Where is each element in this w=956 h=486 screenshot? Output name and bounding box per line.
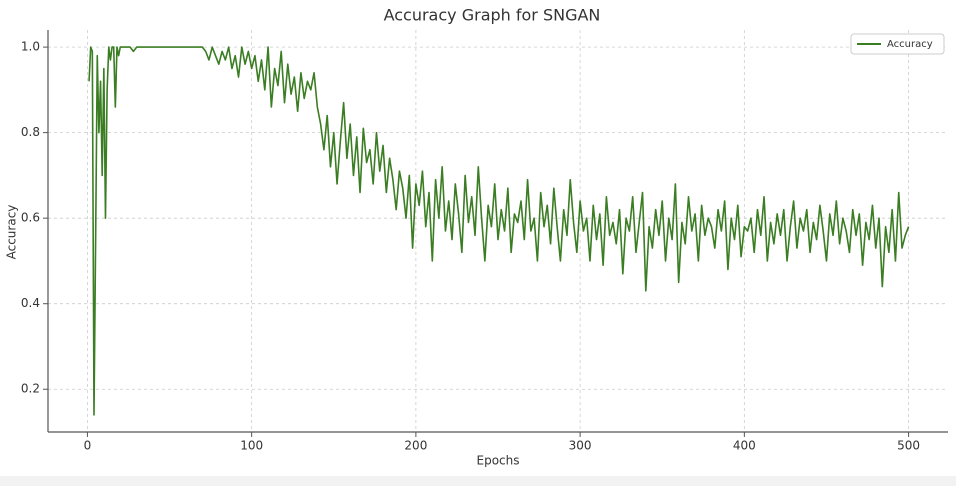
data-line (88, 46, 910, 416)
x-tick-label: 500 (897, 439, 920, 453)
chart-title: Accuracy Graph for SNGAN (384, 6, 601, 25)
legend-label: Accuracy (887, 39, 933, 50)
legend-box (850, 33, 945, 55)
y-tick-label: 1.0 (21, 40, 40, 54)
page-strip (0, 476, 956, 486)
x-axis-label: Epochs (477, 454, 520, 468)
x-tick-label: 200 (404, 439, 427, 453)
x-tick-label: 100 (240, 439, 263, 453)
x-tick-label: 0 (84, 439, 92, 453)
y-axis-label: Accuracy (5, 205, 19, 260)
x-tick-label: 400 (733, 439, 756, 453)
x-tick-label: 300 (569, 439, 592, 453)
y-tick-label: 0.8 (21, 125, 40, 139)
y-tick-label: 0.6 (21, 211, 40, 225)
y-tick-label: 0.4 (21, 296, 40, 310)
y-tick-label: 0.2 (21, 382, 40, 396)
